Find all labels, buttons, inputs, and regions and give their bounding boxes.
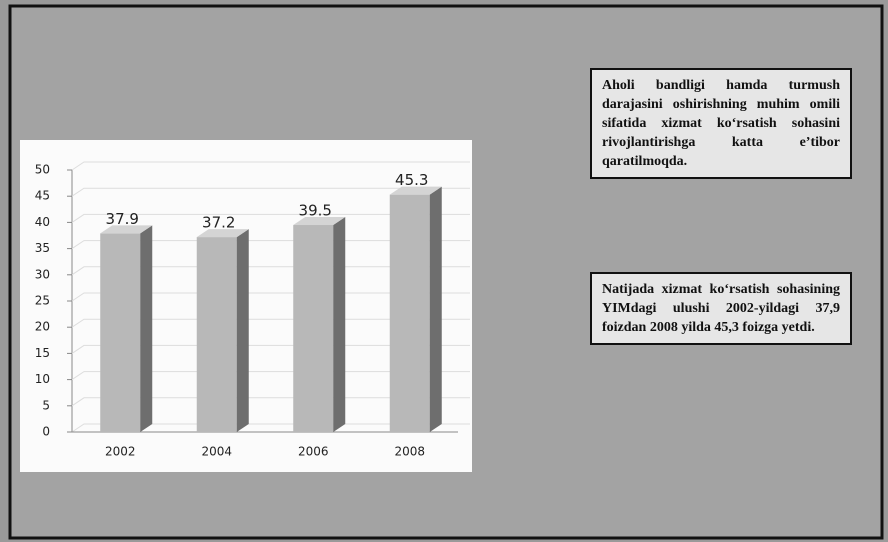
x-tick-label: 2004 xyxy=(201,445,232,459)
grid-line xyxy=(71,213,470,223)
bar-top xyxy=(293,217,346,226)
y-tick-label: 25 xyxy=(35,294,50,308)
y-tick-label: 15 xyxy=(35,346,50,360)
value-label: 37.2 xyxy=(202,214,235,232)
y-tick-label: 5 xyxy=(42,398,50,412)
bar-side xyxy=(140,225,153,432)
value-label: 39.5 xyxy=(299,202,332,220)
x-tick-label: 2002 xyxy=(105,445,136,459)
y-tick-label: 10 xyxy=(35,372,50,386)
x-tick-label: 2008 xyxy=(394,445,425,459)
annotation: Aholi bandligi hamda turmush darajasini … xyxy=(590,68,852,179)
bar-side xyxy=(333,217,346,432)
y-tick-label: 20 xyxy=(35,320,50,334)
x-tick-label: 2006 xyxy=(298,445,329,459)
bar xyxy=(196,237,237,432)
y-tick-label: 40 xyxy=(35,215,50,229)
bar xyxy=(389,194,430,432)
value-label: 45.3 xyxy=(395,171,428,189)
y-tick-label: 35 xyxy=(35,241,50,255)
grid-line xyxy=(71,187,470,197)
bar xyxy=(100,233,141,432)
bar-top xyxy=(100,225,153,234)
bar-side xyxy=(236,229,249,432)
grid-line xyxy=(71,161,470,171)
y-tick-label: 50 xyxy=(35,163,50,177)
bar xyxy=(293,225,334,432)
y-tick-label: 0 xyxy=(42,425,50,439)
bar-top xyxy=(389,186,442,195)
y-tick-label: 45 xyxy=(35,189,50,203)
annotation: Natijada xizmat ko‘rsatish sohasining YI… xyxy=(590,272,852,345)
value-label: 37.9 xyxy=(106,210,139,228)
y-tick-label: 30 xyxy=(35,267,50,281)
bar-top xyxy=(196,229,249,238)
bar-side xyxy=(429,186,442,432)
